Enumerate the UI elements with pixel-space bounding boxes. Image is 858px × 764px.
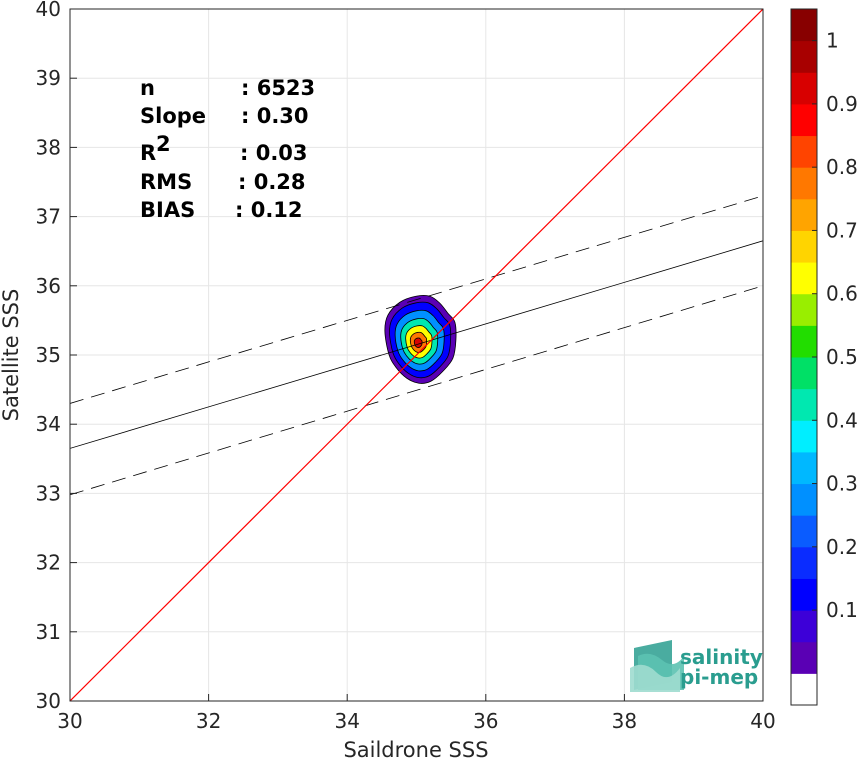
colorbar-tick-label: 0.3 <box>826 472 858 496</box>
colorbar-swatch <box>791 483 817 516</box>
colorbar-tick-label: 0.6 <box>826 282 858 306</box>
y-tick-label: 36 <box>36 274 61 298</box>
stat-key: BIAS <box>140 198 195 222</box>
stat-value: : 0.30 <box>241 104 309 128</box>
salinity-pi-mep-logo: salinity pi-mep <box>630 640 763 692</box>
colorbar-tick-label: 0.9 <box>826 92 858 116</box>
colorbar-swatch <box>791 262 817 295</box>
y-tick-label: 31 <box>36 620 61 644</box>
colorbar-swatch <box>791 578 817 611</box>
x-tick-label: 30 <box>57 709 82 733</box>
colorbar-swatch <box>791 515 817 548</box>
colorbar-tick-label: 0.2 <box>826 535 858 559</box>
stat-key: n <box>140 76 155 100</box>
stat-key: RMS <box>140 170 192 194</box>
colorbar-swatch <box>791 451 817 485</box>
y-tick-label: 37 <box>36 205 61 229</box>
colorbar-tick-label: 0.1 <box>826 598 858 622</box>
y-tick-label: 34 <box>36 412 61 436</box>
stat-value: : 0.12 <box>235 198 303 222</box>
colorbar-swatch <box>791 198 817 231</box>
logo-line1: salinity <box>680 645 763 669</box>
y-tick-label: 30 <box>36 689 61 713</box>
y-tick-label: 39 <box>36 66 61 90</box>
x-ticks: 30 32 34 36 38 40 <box>57 694 776 733</box>
colorbar-swatch <box>791 103 817 137</box>
regression-bound-line <box>70 195 763 404</box>
grid <box>69 8 764 702</box>
colorbar-swatch <box>791 673 817 706</box>
y-tick-label: 38 <box>36 135 61 159</box>
logo-line2: pi-mep <box>680 665 758 689</box>
one-to-one-line <box>70 9 763 701</box>
colorbar-swatch <box>791 135 817 168</box>
regression-bound-line <box>70 285 763 496</box>
colorbar-swatch <box>791 167 817 200</box>
x-tick-label: 38 <box>612 709 637 733</box>
y-ticks: 30 31 32 33 34 35 36 37 38 39 40 <box>36 0 77 713</box>
stat-value: : 0.28 <box>238 170 306 194</box>
colorbar-swatch <box>791 72 817 105</box>
colorbar-swatch <box>791 546 817 579</box>
colorbar-tick-label: 0.5 <box>826 345 858 369</box>
density-contours <box>384 295 457 384</box>
colorbar-swatch <box>791 610 817 643</box>
colorbar-swatch <box>791 9 817 42</box>
stats-box: n : 6523 Slope : 0.30 R 2 : 0.03 RMS : 0.28 BIAS:… <box>140 76 315 222</box>
y-axis-label: Satellite SSS <box>0 289 23 422</box>
colorbar-tick-label: 1 <box>826 29 839 53</box>
x-tick-label: 40 <box>750 709 775 733</box>
colorbar-tick-label: 0.4 <box>826 408 858 432</box>
stat-key: R <box>140 141 156 165</box>
density-contour-level <box>413 337 423 349</box>
y-tick-label: 40 <box>36 0 61 21</box>
stat-value: : 6523 <box>241 76 315 100</box>
stat-key-superscript: 2 <box>156 132 171 156</box>
y-tick-label: 35 <box>36 343 61 367</box>
y-tick-label: 33 <box>36 481 61 505</box>
colorbar-swatch <box>791 293 817 326</box>
colorbar-tick-label: 0.8 <box>826 155 858 179</box>
colorbar-tick-label: 0.7 <box>826 218 858 242</box>
colorbar: 0.1 0.2 0.3 0.4 0.5 0.6 0.7 0.8 0.9 1 <box>790 8 858 706</box>
logo-waves-icon <box>630 640 684 692</box>
x-tick-label: 34 <box>334 709 359 733</box>
colorbar-swatch <box>791 230 817 263</box>
fit-lines <box>70 9 763 701</box>
y-tick-label: 32 <box>36 551 61 575</box>
x-tick-label: 32 <box>196 709 221 733</box>
regression-line <box>70 240 763 449</box>
x-axis-label: Saildrone SSS <box>343 738 488 762</box>
colorbar-swatch <box>791 40 817 73</box>
x-tick-label: 36 <box>473 709 498 733</box>
colorbar-swatch <box>791 641 817 674</box>
stat-value: : 0.03 <box>240 141 308 165</box>
colorbar-swatch <box>791 420 817 453</box>
colorbar-swatch <box>791 325 817 358</box>
stat-key: Slope <box>140 104 206 128</box>
colorbar-swatch <box>791 388 817 421</box>
colorbar-swatch <box>791 357 817 390</box>
